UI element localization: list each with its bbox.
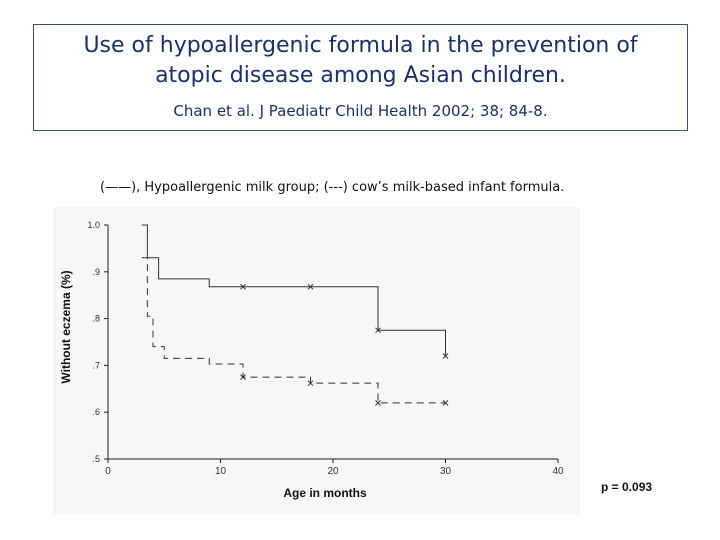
chart-axes: .5 .6 .7 .8 .9 1.0 0 10 20 30 40	[87, 220, 564, 477]
km-chart: .5 .6 .7 .8 .9 1.0 0 10 20 30 40 Without eczema (%…	[59, 220, 564, 500]
series-line-cows-milk	[141, 257, 446, 404]
x-axis-label: Age in months	[283, 486, 367, 500]
p-value: p = 0.093	[601, 480, 653, 494]
x-tick-label: 0	[105, 466, 111, 477]
series-line-hypoallergenic	[141, 224, 446, 357]
y-tick-label: 1.0	[87, 220, 100, 230]
x-tick-label: 10	[215, 466, 227, 477]
censor-mark	[307, 380, 314, 387]
censor-mark	[240, 283, 246, 290]
y-tick-label: .7	[92, 360, 100, 370]
y-tick-label: .5	[92, 454, 100, 464]
chart-panel: .5 .6 .7 .8 .9 1.0 0 10 20 30 40 Without eczema (%…	[53, 207, 580, 514]
title-box: Use of hypoallergenic formula in the pre…	[33, 24, 688, 131]
censor-mark	[442, 353, 449, 359]
censor-mark	[375, 399, 381, 406]
y-tick-label: .9	[92, 267, 100, 277]
citation: Chan et al. J Paediatr Child Health 2002…	[173, 102, 548, 120]
censor-mark	[307, 283, 314, 290]
x-tick-label: 20	[327, 466, 339, 477]
x-tick-label: 30	[440, 466, 452, 477]
x-tick-label: 40	[552, 466, 564, 477]
legend-caption: (——), Hypoallergenic milk group; (---) c…	[100, 180, 565, 195]
censor-mark	[240, 374, 246, 380]
chart-series	[141, 224, 449, 406]
slide-title-line-2: atopic disease among Asian children.	[155, 63, 566, 88]
slide-title-line-1: Use of hypoallergenic formula in the pre…	[83, 33, 638, 58]
y-tick-label: .6	[92, 407, 100, 417]
censor-mark	[442, 399, 449, 406]
y-axis-label: Without eczema (%)	[59, 270, 73, 383]
censor-mark	[375, 327, 381, 334]
y-tick-label: .8	[92, 314, 100, 324]
